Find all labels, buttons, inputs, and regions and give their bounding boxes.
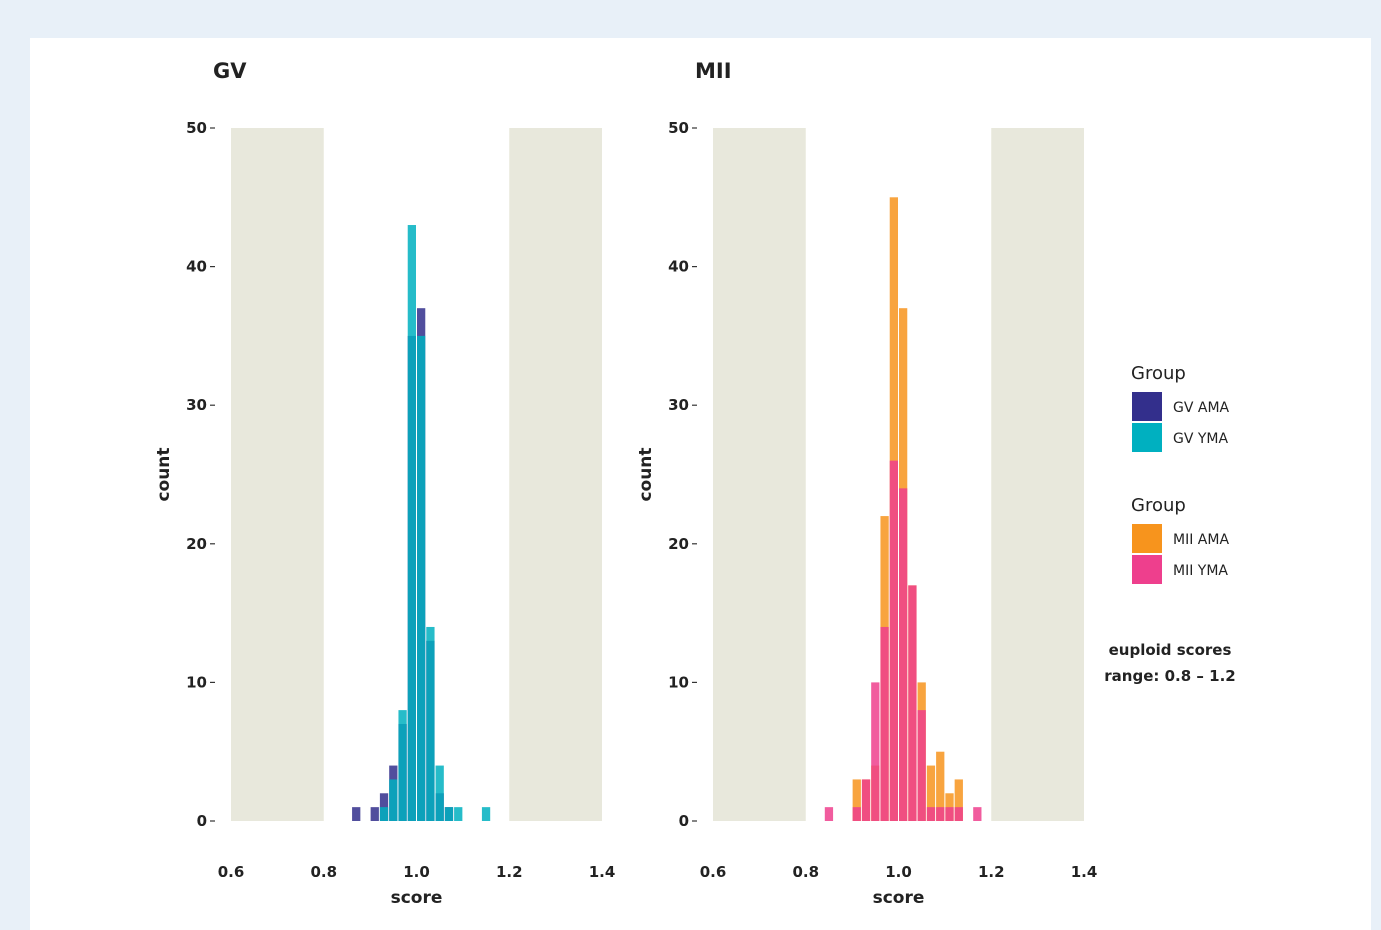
mii-shaded-range-1 [991, 128, 1084, 821]
gv-bar-gv-yma-6 [435, 765, 444, 821]
mii-x-tick-label-0: 0.6 [700, 863, 727, 881]
gv-shaded-range-1 [509, 128, 602, 821]
panel-mii: 0 10 20 30 40 50 0.6 0.8 1.0 1.2 1.4 score count MII [636, 59, 1097, 908]
gv-x-tick-label-1: 0.8 [310, 863, 337, 881]
mii-y-tick-label-3: 30 [668, 396, 689, 414]
gv-x-tick-label-0: 0.6 [218, 863, 245, 881]
mii-x-tick-label-1: 0.8 [792, 863, 819, 881]
gv-x-axis-label: score [391, 888, 443, 908]
mii-shaded-range-0 [713, 128, 806, 821]
gv-y-tick-label-0: 0 [197, 812, 207, 830]
gv-bar-gv-yma-5 [426, 626, 435, 821]
mii-x-tick-label-2: 1.0 [885, 863, 912, 881]
legend-0-label-1: GV YMA [1173, 431, 1229, 447]
gv-bar-gv-yma-0 [379, 807, 389, 821]
mii-panel-title: MII [695, 59, 732, 83]
gv-y-tick-label-3: 30 [186, 396, 207, 414]
mii-bar-mii-yma-5 [889, 460, 898, 821]
panel-gv: 0 10 20 30 40 50 0.6 0.8 1.0 1.2 1.4 score count GV [154, 59, 615, 908]
gv-panel-title: GV [213, 59, 247, 83]
euploid-note: euploid scores range: 0.8 – 1.2 [1104, 641, 1235, 685]
mii-bar-mii-ama-0 [852, 779, 861, 821]
legend-1-title: Group [1131, 495, 1186, 516]
mii-bar-mii-yma-0 [824, 807, 834, 821]
mii-y-axis-label: count [636, 447, 656, 501]
legends: Group GV AMA GV YMA Group MII AMA MII YMA [1131, 363, 1230, 584]
mii-bar-mii-yma-4 [880, 626, 889, 821]
mii-y-tick-label-5: 50 [668, 119, 689, 137]
legend-1-swatch-0 [1132, 524, 1162, 553]
gv-y-axis-label: count [154, 447, 174, 501]
gv-bar-gv-ama-0 [352, 807, 361, 821]
legend-0-swatch-1 [1132, 423, 1162, 452]
mii-y-tick-label-2: 20 [668, 535, 689, 553]
mii-bar-mii-yma-3 [871, 682, 880, 821]
mii-bar-mii-yma-2 [861, 779, 871, 821]
mii-bar-mii-yma-13 [973, 807, 982, 821]
mii-bar-mii-ama-9 [936, 751, 945, 821]
gv-bar-gv-yma-3 [407, 225, 416, 821]
mii-y-tick-label-1: 10 [668, 673, 689, 691]
gv-bar-gv-yma-7 [444, 807, 454, 821]
mii-x-tick-label-4: 1.4 [1071, 863, 1098, 881]
gv-bar-gv-yma-9 [481, 807, 491, 821]
mii-bar-mii-yma-7 [908, 585, 917, 821]
mii-y-tick-label-0: 0 [679, 812, 689, 830]
gv-bar-gv-ama-1 [370, 807, 379, 821]
mii-bar-mii-yma-8 [917, 710, 926, 821]
gv-x-tick-label-3: 1.2 [496, 863, 523, 881]
legend-0-swatch-0 [1132, 392, 1162, 421]
mii-bar-mii-yma-10 [936, 807, 945, 821]
note-line-2: range: 0.8 – 1.2 [1104, 667, 1235, 685]
gv-bar-gv-yma-4 [417, 335, 426, 821]
mii-y-tick-label-4: 40 [668, 258, 689, 276]
legend-1-swatch-1 [1132, 555, 1162, 584]
gv-bar-gv-yma-1 [389, 779, 398, 821]
mii-bar-mii-yma-6 [899, 488, 908, 821]
gv-bar-gv-yma-8 [454, 807, 463, 821]
mii-bar-mii-yma-11 [945, 807, 954, 821]
mii-bar-mii-yma-1 [852, 807, 861, 821]
figure-card: 0 10 20 30 40 50 0.6 0.8 1.0 1.2 1.4 score count GV 0… [30, 38, 1371, 930]
legend-1-label-0: MII AMA [1173, 532, 1229, 548]
mii-bar-mii-ama-11 [954, 779, 963, 821]
gv-y-tick-label-5: 50 [186, 119, 207, 137]
gv-y-tick-label-2: 20 [186, 535, 207, 553]
gv-bar-gv-yma-2 [398, 710, 407, 821]
legend-0-title: Group [1131, 363, 1186, 384]
legend-0-label-0: GV AMA [1173, 400, 1230, 416]
note-line-1: euploid scores [1109, 641, 1232, 659]
mii-bar-mii-yma-12 [954, 807, 963, 821]
gv-y-tick-label-4: 40 [186, 258, 207, 276]
gv-y-tick-label-1: 10 [186, 673, 207, 691]
mii-x-axis-label: score [873, 888, 925, 908]
mii-x-tick-label-3: 1.2 [978, 863, 1005, 881]
gv-shaded-range-0 [231, 128, 324, 821]
mii-bar-mii-yma-9 [926, 807, 936, 821]
gv-x-tick-label-4: 1.4 [589, 863, 616, 881]
gv-x-tick-label-2: 1.0 [403, 863, 430, 881]
histogram-figure: 0 10 20 30 40 50 0.6 0.8 1.0 1.2 1.4 score count GV 0… [154, 59, 1236, 908]
legend-1-label-1: MII YMA [1173, 563, 1228, 579]
mii-bar-mii-ama-8 [926, 765, 936, 821]
